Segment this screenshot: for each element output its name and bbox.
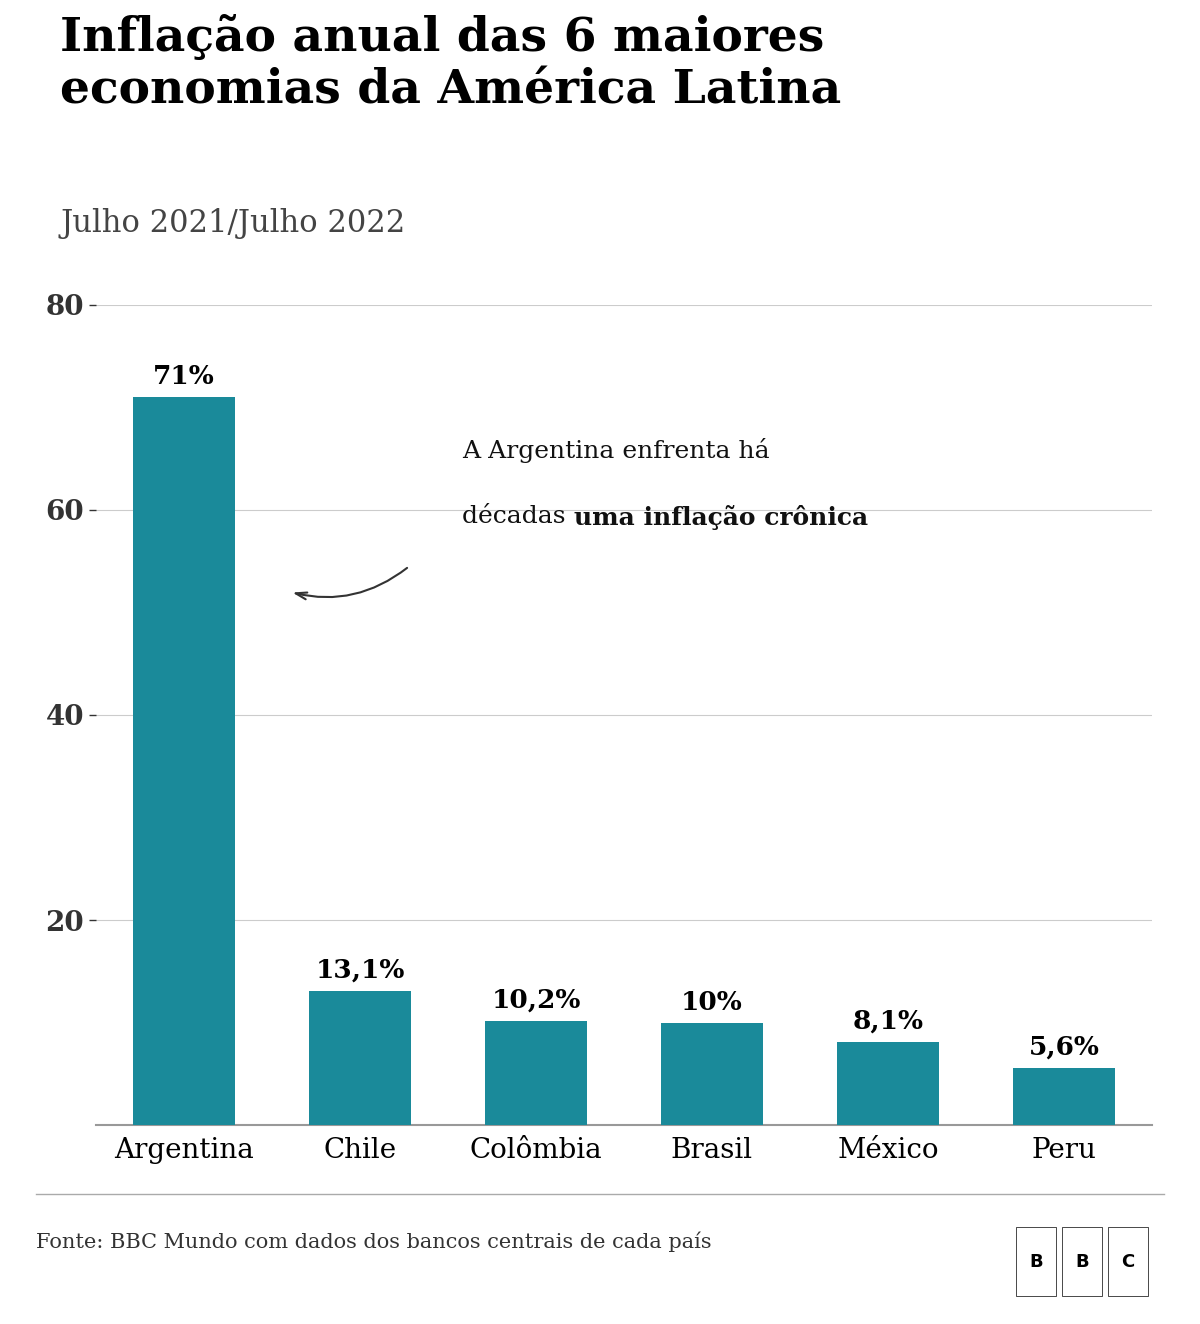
Text: B: B — [1030, 1253, 1043, 1271]
Text: uma inflação crônica: uma inflação crônica — [574, 504, 868, 530]
Text: Julho 2021/Julho 2022: Julho 2021/Julho 2022 — [60, 208, 406, 238]
Text: Inflação anual das 6 maiores
economias da América Latina: Inflação anual das 6 maiores economias d… — [60, 15, 841, 114]
Text: 71%: 71% — [154, 364, 215, 389]
Text: B: B — [1075, 1253, 1088, 1271]
FancyBboxPatch shape — [1016, 1227, 1056, 1296]
Bar — [485, 1021, 587, 1125]
Text: C: C — [1121, 1253, 1134, 1271]
Text: 10%: 10% — [682, 989, 743, 1014]
Text: 13,1%: 13,1% — [316, 957, 404, 982]
Text: décadas: décadas — [462, 504, 574, 527]
Bar — [1013, 1068, 1115, 1125]
Text: 10,2%: 10,2% — [491, 988, 581, 1013]
Text: Fonte: BBC Mundo com dados dos bancos centrais de cada país: Fonte: BBC Mundo com dados dos bancos ce… — [36, 1231, 712, 1251]
FancyBboxPatch shape — [1108, 1227, 1148, 1296]
Text: A Argentina enfrenta há: A Argentina enfrenta há — [462, 438, 769, 463]
Text: 5,6%: 5,6% — [1028, 1035, 1099, 1059]
FancyBboxPatch shape — [1062, 1227, 1102, 1296]
Bar — [133, 397, 235, 1125]
Bar — [836, 1042, 940, 1125]
Text: 8,1%: 8,1% — [852, 1009, 924, 1034]
Bar — [661, 1022, 763, 1125]
Bar — [308, 990, 412, 1125]
